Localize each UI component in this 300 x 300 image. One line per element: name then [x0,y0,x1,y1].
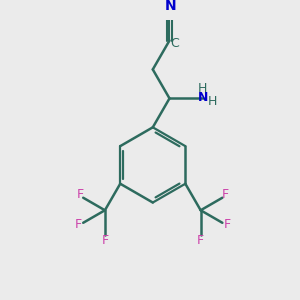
Text: F: F [101,234,109,247]
Text: F: F [224,218,231,231]
Text: H: H [198,82,208,95]
Text: F: F [75,218,82,231]
Text: H: H [208,95,217,108]
Text: F: F [222,188,229,201]
Text: N: N [164,0,176,13]
Text: C: C [170,37,179,50]
Text: N: N [198,91,208,103]
Text: F: F [197,234,204,247]
Text: F: F [77,188,84,201]
